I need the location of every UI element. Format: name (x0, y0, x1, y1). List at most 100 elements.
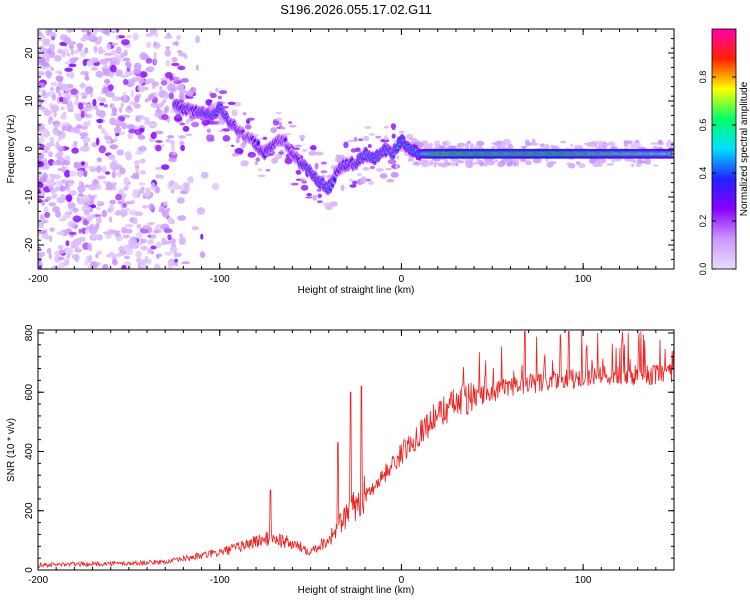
noise-blob (178, 135, 186, 139)
noise-blob (109, 61, 119, 66)
noise-blob (137, 134, 146, 140)
noise-blob (62, 122, 70, 126)
noise-blob (98, 35, 103, 42)
noise-blob (177, 65, 186, 71)
noise-blob (87, 165, 96, 170)
noise-blob (48, 151, 53, 158)
noise-blob (179, 233, 184, 238)
noise-blob (132, 172, 138, 179)
ridge-halo (191, 121, 200, 128)
ridge-halo (249, 154, 256, 157)
ridge-halo (568, 162, 576, 169)
noise-blob (85, 86, 94, 94)
noise-blob (46, 142, 55, 147)
noise-blob (173, 251, 178, 258)
noise-blob (115, 29, 120, 33)
noise-blob (124, 201, 133, 205)
noise-blob (164, 251, 172, 256)
noise-blob (104, 52, 113, 56)
noise-blob (124, 223, 134, 228)
noise-blob (150, 245, 157, 250)
noise-blob (109, 199, 116, 205)
ridge-halo (653, 164, 659, 167)
noise-blob (76, 42, 84, 49)
noise-blob (178, 236, 186, 245)
noise-blob (95, 165, 102, 173)
ridge-halo (498, 160, 508, 164)
snr-axis-ticks: -200 -100 0 100 0 200 400 600 800 (24, 324, 675, 586)
spectrogram-x-label: Height of straight line (km) (298, 285, 415, 296)
ridge-halo (451, 161, 456, 167)
noise-blob (121, 265, 127, 269)
noise-blob (145, 33, 154, 37)
noise-blob (103, 78, 111, 84)
noise-blob (46, 181, 54, 186)
noise-blob (109, 103, 113, 109)
snr-x-label: Height of straight line (km) (298, 585, 415, 596)
noise-blob (57, 77, 63, 83)
noise-blob (70, 88, 78, 95)
noise-blob (57, 256, 65, 261)
noise-blob (94, 262, 101, 266)
noise-blob (132, 190, 139, 199)
noise-blob (95, 184, 102, 190)
noise-blob (45, 29, 51, 37)
y-tick-label: 0 (24, 146, 35, 152)
noise-blob (155, 174, 162, 179)
noise-blob (66, 93, 70, 97)
ridge-halo (395, 163, 399, 170)
noise-blob (139, 127, 145, 133)
noise-blob (109, 144, 119, 150)
noise-blob (124, 183, 130, 191)
noise-blob (38, 105, 45, 110)
ridge-halo (522, 159, 527, 162)
ridge-halo (650, 142, 659, 146)
noise-blob (155, 242, 162, 249)
noise-blob (42, 146, 51, 151)
noise-blob (101, 86, 109, 94)
noise-blob (56, 231, 66, 236)
ridge-halo (357, 138, 364, 142)
noise-blob (164, 72, 173, 79)
noise-blob (51, 104, 60, 113)
ridge-halo (175, 113, 182, 119)
noise-blob (109, 117, 117, 126)
ridge-halo (257, 168, 263, 171)
ridge-halo (525, 160, 532, 166)
ridge-halo (316, 200, 323, 204)
noise-blob (167, 262, 173, 269)
ridge-halo (606, 163, 614, 166)
noise-blob (141, 205, 149, 209)
noise-blob (141, 186, 145, 191)
noise-blob (38, 125, 41, 130)
noise-blob (76, 169, 84, 178)
noise-blob (49, 51, 56, 59)
noise-blob (42, 172, 47, 178)
noise-blob (58, 91, 62, 97)
noise-blob (41, 48, 49, 54)
noise-blob (98, 145, 107, 154)
noise-blob (65, 240, 70, 247)
snr-y-label: SNR (10 * v/v) (6, 418, 17, 482)
ridge-halo (347, 139, 356, 143)
ridge-halo (206, 137, 215, 142)
ridge-halo (217, 95, 222, 100)
noise-blob (57, 137, 62, 141)
noise-blob (164, 49, 171, 57)
noise-blob (90, 66, 99, 71)
noise-blob (79, 83, 87, 88)
noise-blob (70, 49, 74, 56)
noise-blob (38, 182, 44, 189)
noise-blob (74, 248, 82, 253)
noise-blob (79, 132, 88, 137)
noise-blob (100, 97, 107, 103)
noise-blob (187, 176, 194, 184)
colorbar-label: Normalized spectral amplitude (739, 81, 750, 216)
ridge-halo (491, 142, 499, 146)
noise-blob (176, 197, 185, 204)
noise-blob (58, 96, 64, 103)
noise-blob (155, 144, 162, 152)
noise-blob (155, 253, 160, 259)
noise-blob (165, 46, 170, 50)
